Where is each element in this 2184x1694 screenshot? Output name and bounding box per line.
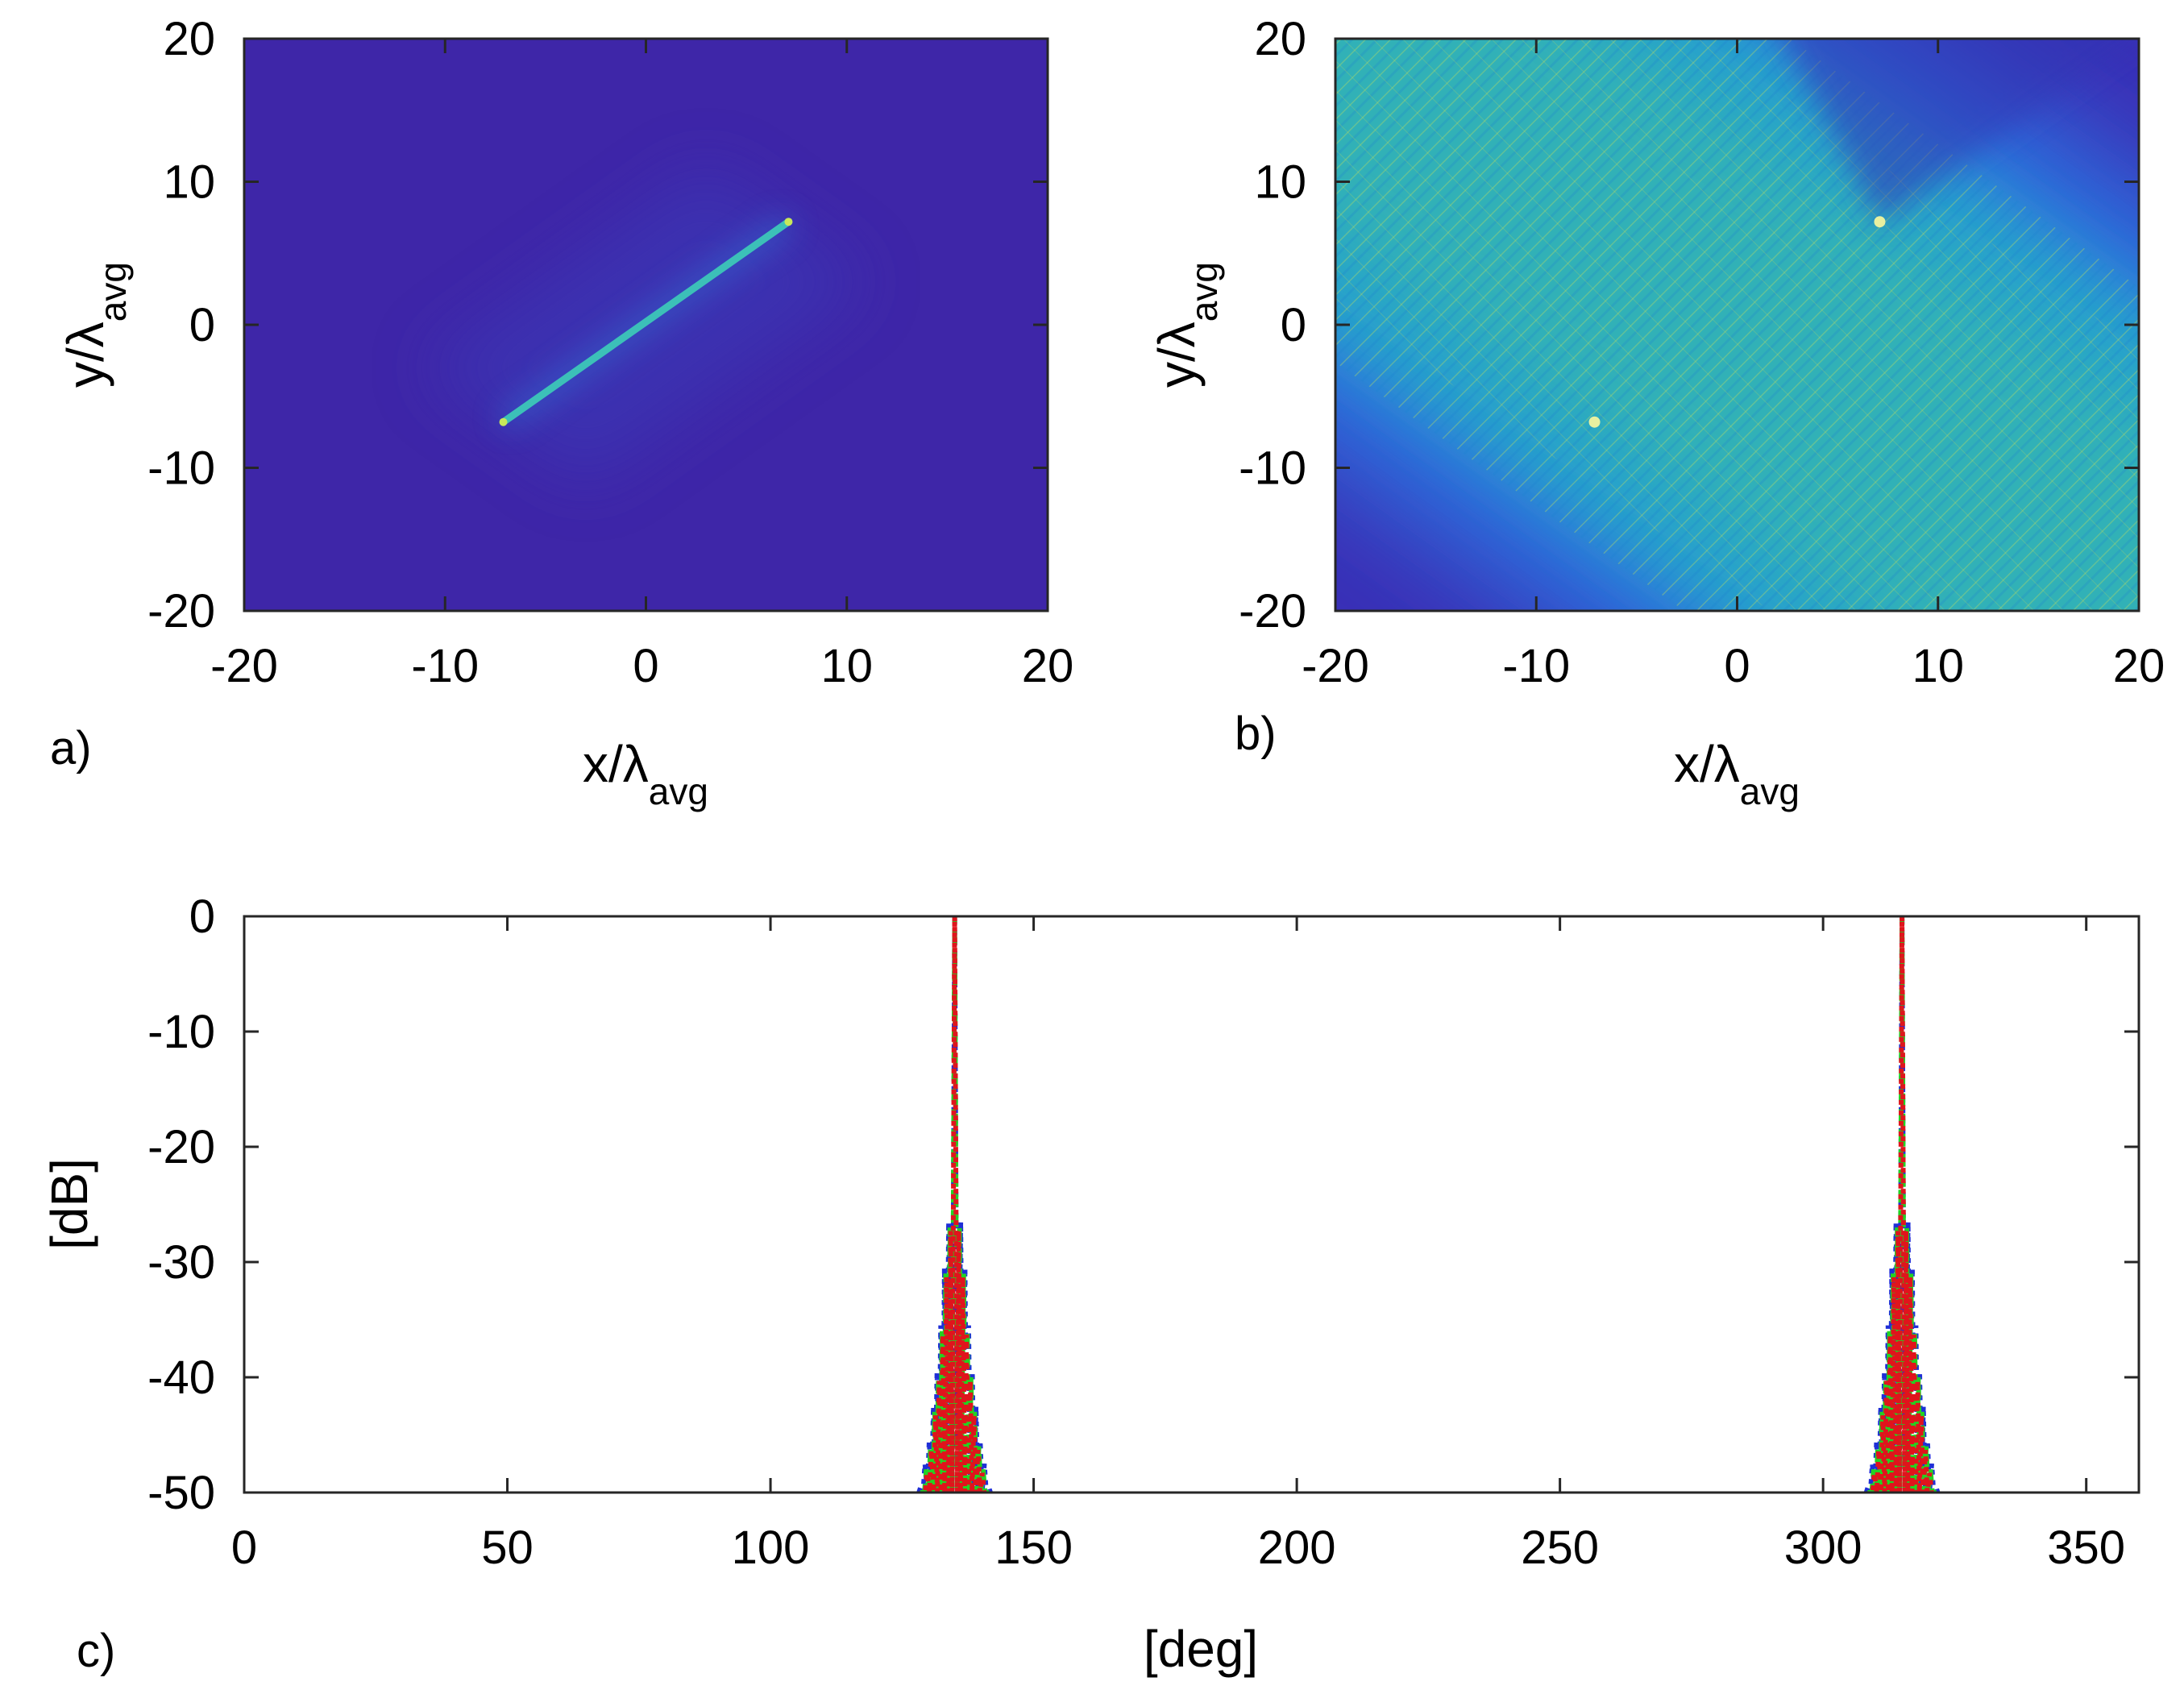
- axes-c-xtick-label: 50: [481, 1522, 534, 1574]
- axes-c-ylabel: [dB]: [40, 1158, 98, 1250]
- axes-a-xtick-label: 10: [820, 640, 873, 692]
- axes-a-xlabel-sub: avg: [649, 770, 708, 812]
- axes-a-ylabel-base: y/λ: [56, 322, 114, 388]
- axes-b-ytick-label: -20: [1239, 585, 1306, 637]
- axes-a-xtick-label: -10: [411, 640, 479, 692]
- axes-a-xtick-label: 0: [633, 640, 658, 692]
- axes-a-ylabel-sub: avg: [92, 262, 134, 322]
- axes-b-xlabel: x/λavg: [1674, 735, 1800, 812]
- axes-a-ytick-label: 20: [163, 13, 215, 65]
- axes-a-ytick-label: -10: [147, 442, 215, 495]
- axes-c-xtick-label: 250: [1521, 1522, 1599, 1574]
- heatmap-b-source-1: [1588, 416, 1601, 428]
- axes-a-ytick-label: 10: [163, 156, 215, 209]
- axes-c-xtick-label: 100: [732, 1522, 810, 1574]
- panel-c-tag: c): [77, 1625, 115, 1677]
- axes-a-xtick-label: 20: [1022, 640, 1074, 692]
- axes-b-ylabel: y/λavg: [1148, 262, 1225, 388]
- axes-b-xtick-label: 10: [1912, 640, 1964, 692]
- axes-b-xtick-label: -10: [1502, 640, 1570, 692]
- axes-c-xtick-label: 0: [231, 1522, 257, 1574]
- panel-c: 0 50 100 150 200 250 300 350 0 -10 -20 -30 -40 -50 [d…: [40, 891, 2140, 1678]
- axes-b-ticks: -20 -10 0 10 20 20 10 0 -10 -20: [1239, 13, 2165, 692]
- heatmap-a-rod-end-2: [784, 218, 793, 226]
- axes-b-ylabel-base: y/λ: [1148, 322, 1206, 388]
- axes-c-ticks: 0 50 100 150 200 250 300 350 0 -10 -20 -30 -40 -50: [147, 891, 2139, 1574]
- axes-b-xtick-label: -20: [1302, 640, 1369, 692]
- axes-c-ytick-label: 0: [189, 891, 215, 943]
- axes-b-xlabel-sub: avg: [1740, 770, 1800, 812]
- axes-a-xtick-label: -20: [210, 640, 278, 692]
- axes-c-ytick-label: -40: [147, 1351, 215, 1404]
- axes-a-ylabel: y/λavg: [56, 262, 134, 388]
- axes-c-xtick-label: 350: [2047, 1522, 2125, 1574]
- axes-a-ticks: -20 -10 0 10 20 20 10 0 -10 -20: [147, 13, 1073, 692]
- panel-a-tag: a): [50, 722, 92, 774]
- axes-c-xtick-label: 200: [1258, 1522, 1336, 1574]
- axes-c-ytick-label: -50: [147, 1467, 215, 1519]
- panel-b-tag: b): [1235, 708, 1277, 760]
- heatmap-b-source-2: [1874, 216, 1886, 228]
- series-red-dotted-peak-1: [920, 916, 989, 1493]
- axes-a-xlabel: x/λavg: [583, 735, 708, 812]
- axes-a-ytick-label: -20: [147, 585, 215, 637]
- axes-c-ytick-label: -20: [147, 1121, 215, 1173]
- heatmap-a-rod-end-1: [499, 417, 508, 426]
- heatmap-b-fringes-cross: [1335, 39, 2139, 611]
- axes-b-xtick-label: 0: [1724, 640, 1750, 692]
- axes-a-xlabel-base: x/λ: [583, 735, 649, 793]
- axes-b-ytick-label: 0: [1281, 299, 1306, 351]
- axes-c-background: [244, 916, 2139, 1493]
- axes-b-ylabel-sub: avg: [1183, 262, 1225, 322]
- axes-c-xtick-label: 150: [994, 1522, 1073, 1574]
- heatmap-b-shadow-upper: [1784, 39, 2139, 222]
- plot-c-series: [916, 916, 1941, 1493]
- series-red-dotted-peak-2: [1868, 916, 1936, 1493]
- axes-b-ytick-label: 20: [1254, 13, 1306, 65]
- axes-c-frame: [243, 915, 2140, 1494]
- axes-c-ytick-label: -10: [147, 1006, 215, 1058]
- axes-c-xlabel: [deg]: [1144, 1620, 1258, 1678]
- axes-c-xtick-label: 300: [1784, 1522, 1862, 1574]
- axes-b-xtick-label: 20: [2113, 640, 2165, 692]
- axes-b-ytick-label: 10: [1254, 156, 1306, 209]
- axes-b-ytick-label: -10: [1239, 442, 1306, 495]
- heatmap-a-rod: [500, 218, 792, 426]
- axes-b-xlabel-base: x/λ: [1674, 735, 1740, 793]
- axes-c-ytick-label: -30: [147, 1236, 215, 1289]
- axes-a-ytick-label: 0: [189, 299, 215, 351]
